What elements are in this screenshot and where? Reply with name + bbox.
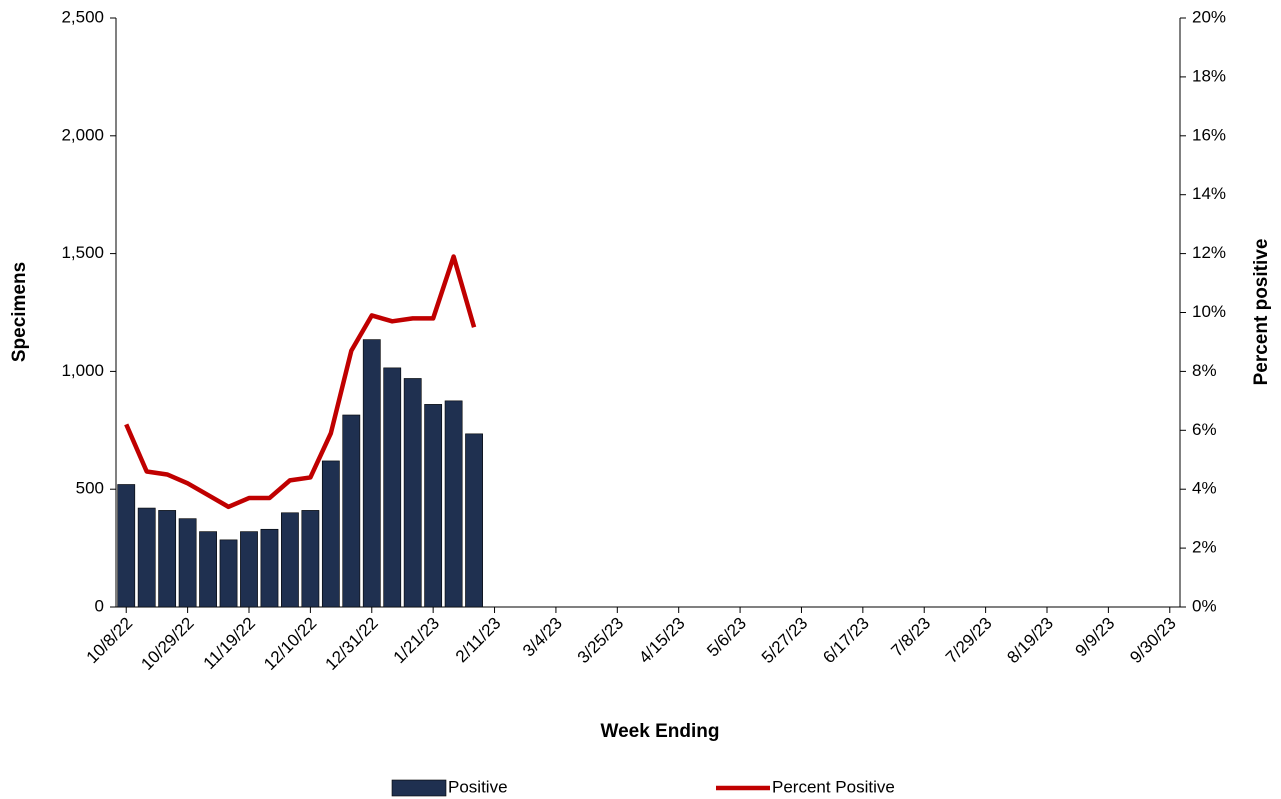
bar (383, 367, 402, 608)
y2-tick-label: 2% (1192, 538, 1217, 557)
x-tick-label: 2/11/23 (452, 614, 505, 667)
bar (342, 414, 361, 608)
y2-tick-label: 10% (1192, 302, 1226, 321)
y-tick-label: 1,500 (61, 243, 104, 262)
y2-tick-label: 20% (1192, 7, 1226, 26)
legend-swatch (391, 779, 447, 797)
legend-label: Positive (448, 777, 508, 796)
x-tick-label: 4/15/23 (635, 614, 689, 668)
bar (321, 460, 340, 608)
line (124, 254, 477, 510)
x-tick-label: 12/10/22 (260, 614, 320, 674)
bar (219, 539, 238, 608)
bar (281, 512, 299, 608)
x-axis-title: Week Ending (601, 721, 720, 742)
y2-tick-label: 6% (1192, 420, 1217, 439)
bar (199, 531, 217, 608)
bar (465, 433, 483, 608)
x-tick-label: 12/31/22 (322, 614, 382, 674)
bar (301, 510, 320, 608)
bar (403, 378, 422, 608)
bar (117, 484, 136, 608)
y2-tick-label: 12% (1192, 243, 1226, 262)
x-tick-label: 11/19/22 (200, 614, 259, 673)
y2-tick-label: 0% (1192, 596, 1217, 615)
x-tick-label: 9/9/23 (1072, 614, 1119, 661)
bar (240, 531, 258, 608)
y-tick-label: 1,000 (61, 361, 104, 380)
y2-tick-label: 14% (1192, 184, 1226, 203)
y2-tick-label: 4% (1192, 479, 1217, 498)
x-tick-label: 5/6/23 (703, 614, 750, 661)
x-tick-label: 3/4/23 (519, 614, 566, 661)
x-tick-label: 9/30/23 (1126, 614, 1180, 668)
bar (137, 507, 156, 608)
y-tick-label: 0 (95, 596, 104, 615)
x-tick-label: 1/21/23 (390, 614, 444, 668)
x-tick-label: 3/25/23 (574, 614, 628, 668)
x-tick-label: 10/8/22 (83, 614, 137, 668)
y-tick-label: 500 (76, 479, 104, 498)
y2-tick-label: 18% (1192, 66, 1226, 85)
x-tick-label: 7/29/23 (942, 614, 996, 668)
bar (178, 518, 197, 608)
y-tick-label: 2,000 (61, 125, 104, 144)
x-tick-label: 8/19/23 (1003, 614, 1057, 668)
bar (444, 400, 463, 608)
bar (260, 528, 279, 608)
y2-axis-title: Percent positive (1251, 239, 1272, 386)
y-tick-label: 2,500 (61, 7, 104, 26)
x-tick-label: 7/8/23 (887, 614, 934, 661)
x-tick-label: 5/27/23 (758, 614, 812, 668)
y2-tick-label: 16% (1192, 125, 1226, 144)
bar (362, 339, 381, 608)
x-tick-label: 10/29/22 (137, 614, 197, 674)
y2-tick-label: 8% (1192, 361, 1217, 380)
legend-label: Percent Positive (772, 777, 895, 796)
bar (424, 404, 443, 608)
x-tick-label: 6/17/23 (819, 614, 873, 668)
y-axis-title: Specimens (9, 262, 30, 362)
bar (158, 510, 177, 608)
